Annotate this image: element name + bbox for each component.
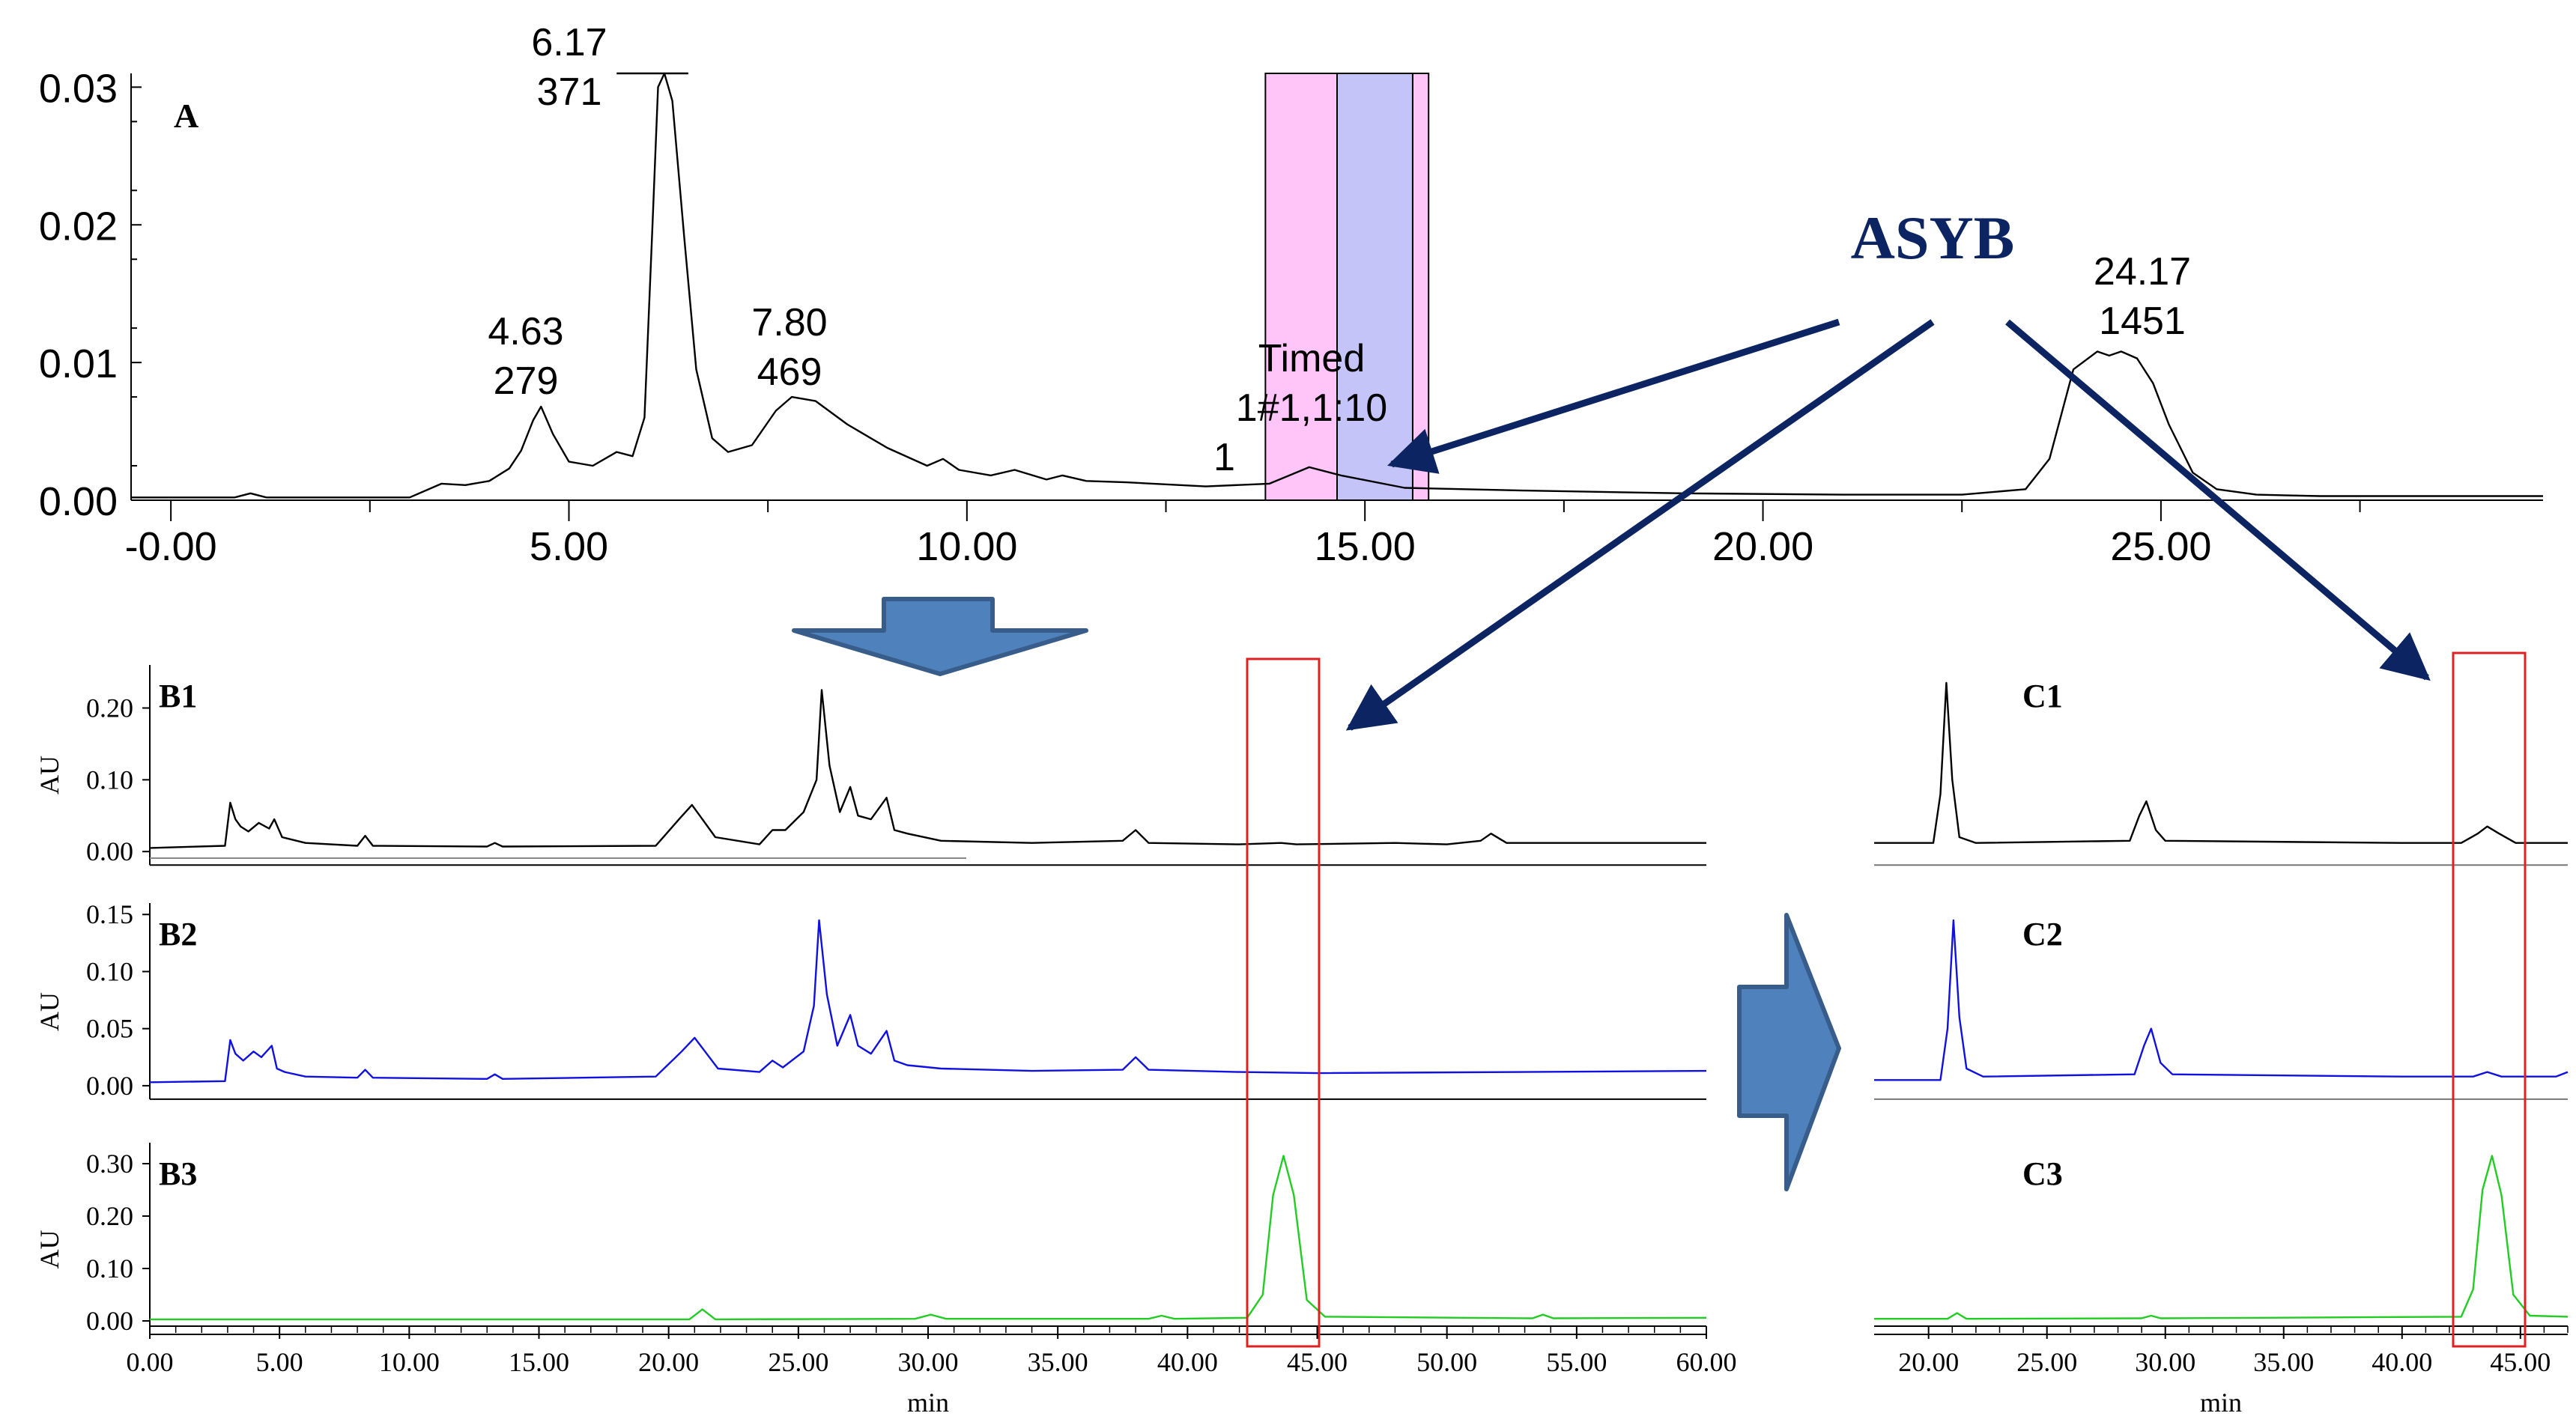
y-tick-label: 0.01 [39, 341, 118, 386]
panel-b1: 0.00 0.10 0.20 AU B1 [34, 665, 1706, 866]
trace-b2 [149, 919, 1707, 1084]
x-tick-label: 60.00 [1676, 1347, 1737, 1377]
panel-label: C1 [2022, 678, 2063, 714]
trace-c2 [1874, 919, 2569, 1081]
x-tick-label: 25.00 [2110, 524, 2211, 569]
y-axis-label: AU [34, 756, 64, 794]
x-tick-label: 5.00 [256, 1347, 303, 1377]
collection-band [1264, 73, 1339, 501]
y-tick-label: 0.10 [86, 765, 133, 794]
y-tick-label: 0.15 [86, 899, 133, 929]
y-tick-label: 0.30 [86, 1149, 133, 1179]
peak-annotation: Timed [1258, 337, 1366, 380]
trace-a [131, 72, 2543, 499]
peak-annotation: 279 [494, 359, 559, 403]
x-tick-label: 20.00 [638, 1347, 699, 1377]
x-tick-label: 35.00 [2253, 1347, 2314, 1377]
highlight-box-b [1246, 657, 1321, 1348]
y-tick-label: 0.20 [86, 693, 133, 723]
y-tick-label: 0.00 [86, 836, 133, 866]
x-tick-label: 25.00 [768, 1347, 828, 1377]
x-tick-label: 25.00 [2016, 1347, 2077, 1377]
callout-arrow-a [1387, 318, 1840, 474]
x-tick-label: 40.00 [1157, 1347, 1218, 1377]
arrow-down [792, 597, 1088, 676]
panel-label: B3 [159, 1155, 197, 1192]
callout-arrow-c [2005, 319, 2431, 681]
x-tick-label: 0.00 [127, 1347, 174, 1377]
panel-c2: C2 [1874, 916, 2569, 1100]
x-tick-label: 20.00 [1712, 524, 1813, 569]
peak-annotation: 469 [757, 350, 822, 394]
trace-c3 [1874, 1155, 2569, 1320]
trace-b3 [150, 1155, 1707, 1321]
peak-annotation: 1 [1213, 436, 1235, 479]
y-tick-label: 0.05 [86, 1014, 133, 1044]
x-tick-label: 45.00 [1287, 1347, 1348, 1377]
panel-label: B2 [159, 916, 197, 952]
x-tick-label: 55.00 [1546, 1347, 1607, 1377]
panel-c3: C3 20.00 25.00 30.00 35.00 40.00 45.00 min [1874, 1155, 2569, 1418]
y-tick-label: 0.03 [39, 66, 118, 111]
panel-b2: 0.00 0.05 0.10 0.15 AU B2 [34, 899, 1707, 1101]
collection-band [1336, 73, 1413, 501]
x-tick-label: 35.00 [1028, 1347, 1088, 1377]
x-tick-label: 30.00 [898, 1347, 959, 1377]
x-tick-label: 10.00 [379, 1347, 440, 1377]
y-tick-label: 0.00 [86, 1306, 133, 1336]
peak-annotation: 7.80 [751, 301, 827, 344]
panel-a: 0.00 0.01 0.02 0.03 -0.00 5.00 10.00 15.00 20.00… [39, 21, 2543, 569]
y-axis-label: AU [34, 1230, 64, 1269]
x-axis-label: min [2200, 1388, 2242, 1418]
callout-label: ASYB [1851, 204, 2015, 272]
x-tick-label: 5.00 [530, 524, 608, 569]
x-tick-label: -0.00 [125, 524, 217, 569]
x-tick-label: 40.00 [2372, 1347, 2432, 1377]
x-tick-label: 50.00 [1416, 1347, 1477, 1377]
highlight-box-c [2452, 651, 2527, 1348]
y-tick-label: 0.10 [86, 956, 133, 986]
panel-label: C3 [2022, 1155, 2063, 1192]
panel-c1: C1 [1874, 678, 2568, 866]
peak-annotation: 1451 [2099, 300, 2186, 343]
panel-label: A [174, 97, 198, 135]
x-tick-label: 15.00 [509, 1347, 569, 1377]
callout-arrow-b [1345, 319, 1935, 731]
panel-label: C2 [2022, 916, 2063, 952]
y-tick-label: 0.00 [86, 1071, 133, 1101]
peak-annotation: 1#1,1:10 [1236, 386, 1387, 430]
collection-band [1411, 73, 1430, 501]
y-tick-label: 0.00 [39, 479, 118, 524]
x-axis-label: min [907, 1388, 949, 1418]
panel-b3: 0.00 0.10 0.20 0.30 AU B3 0.00 5.00 10.00 15.00 20… [34, 1143, 1737, 1418]
peak-annotation: 4.63 [488, 310, 563, 353]
x-tick-label: 20.00 [1898, 1347, 1959, 1377]
x-tick-label: 45.00 [2490, 1347, 2551, 1377]
arrow-right [1737, 913, 1841, 1191]
y-tick-label: 0.10 [86, 1254, 133, 1283]
trace-b1 [149, 689, 1706, 849]
peak-annotation: 6.17 [531, 21, 607, 64]
panel-label: B1 [159, 678, 197, 714]
x-tick-label: 15.00 [1315, 524, 1416, 569]
trace-c1 [1874, 681, 2568, 844]
x-tick-label: 10.00 [916, 524, 1017, 569]
y-tick-label: 0.20 [86, 1201, 133, 1231]
x-tick-label: 30.00 [2135, 1347, 2195, 1377]
y-axis-label: AU [34, 992, 64, 1031]
peak-annotation: 24.17 [2094, 250, 2191, 294]
y-tick-label: 0.02 [39, 204, 118, 249]
peak-annotation: 371 [537, 70, 602, 114]
